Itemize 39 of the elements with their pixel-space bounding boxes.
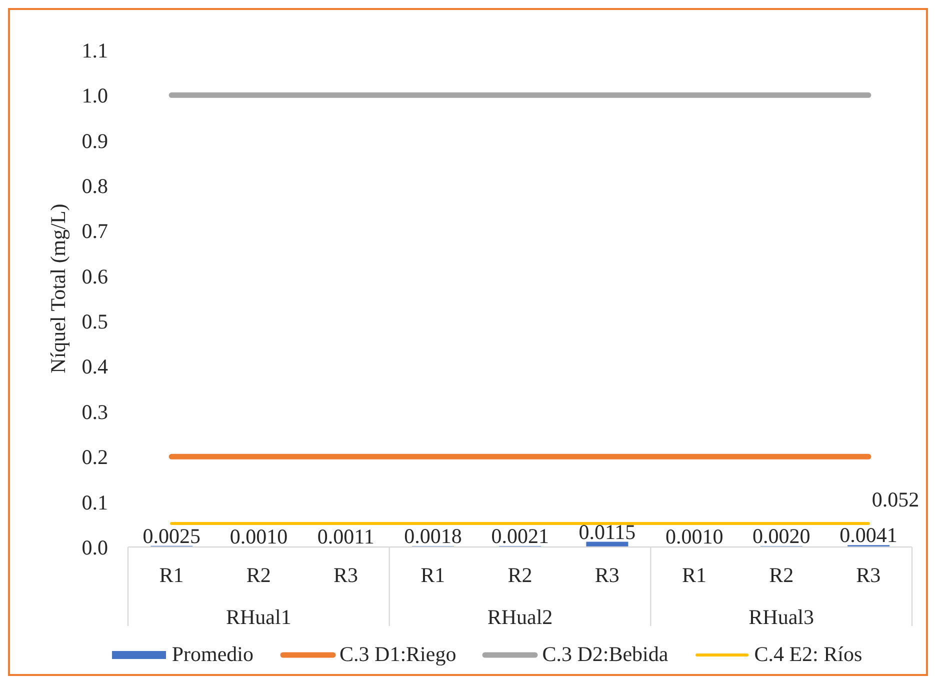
y-axis-title: Níquel Total (mg/L) bbox=[46, 204, 70, 374]
data-label: 0.0020 bbox=[752, 524, 810, 548]
x-tick-label: R2 bbox=[246, 563, 271, 587]
x-tick-label: R1 bbox=[682, 563, 706, 587]
x-tick-label: R1 bbox=[420, 563, 446, 587]
text: RHual3 bbox=[748, 605, 814, 629]
text: RHual2 bbox=[487, 605, 553, 629]
y-tick-label: 1.0 bbox=[82, 84, 108, 108]
data-label: 0.052 bbox=[872, 488, 920, 512]
x-tick-label: R2 bbox=[508, 563, 532, 587]
data-label: 0.0011 bbox=[317, 524, 374, 549]
data-label: 0.0010 bbox=[230, 524, 288, 549]
y-tick-label: 0.5 bbox=[82, 310, 108, 334]
legend-label: C.3 D1:Riego bbox=[340, 642, 456, 667]
x-tick-label: R1 bbox=[159, 563, 184, 587]
data-label: 0.0021 bbox=[491, 524, 549, 548]
y-tick-label: 0.2 bbox=[82, 445, 108, 470]
y-tick-label: 0.8 bbox=[82, 174, 108, 198]
x-tick-label: R3 bbox=[594, 563, 620, 587]
data-label: 0.0025 bbox=[142, 524, 201, 548]
data-label: 0.0010 bbox=[665, 524, 724, 549]
x-tick-label: R3 bbox=[856, 563, 881, 587]
y-tick-label: 1.1 bbox=[82, 38, 108, 62]
y-tick-label: 0.9 bbox=[82, 128, 108, 153]
text: RHual1 bbox=[226, 605, 292, 629]
legend-label: C.4 E2: Ríos bbox=[754, 642, 862, 667]
legend-label: Promedio bbox=[172, 642, 254, 667]
y-tick-label: 0.6 bbox=[82, 264, 108, 288]
legend-label: C.3 D2:Bebida bbox=[542, 642, 668, 667]
data-label: 0.0115 bbox=[578, 520, 636, 544]
x-tick-label: R3 bbox=[334, 563, 358, 587]
y-tick-label: 0.1 bbox=[82, 490, 108, 514]
y-tick-label: 0.4 bbox=[82, 354, 108, 379]
x-tick-label: R2 bbox=[769, 563, 794, 587]
data-label: 0.0041 bbox=[840, 523, 898, 548]
data-label: 0.0018 bbox=[404, 524, 462, 548]
y-tick-label: 0.0 bbox=[82, 535, 108, 560]
y-tick-label: 0.7 bbox=[82, 219, 108, 244]
y-tick-label: 0.3 bbox=[82, 400, 108, 424]
